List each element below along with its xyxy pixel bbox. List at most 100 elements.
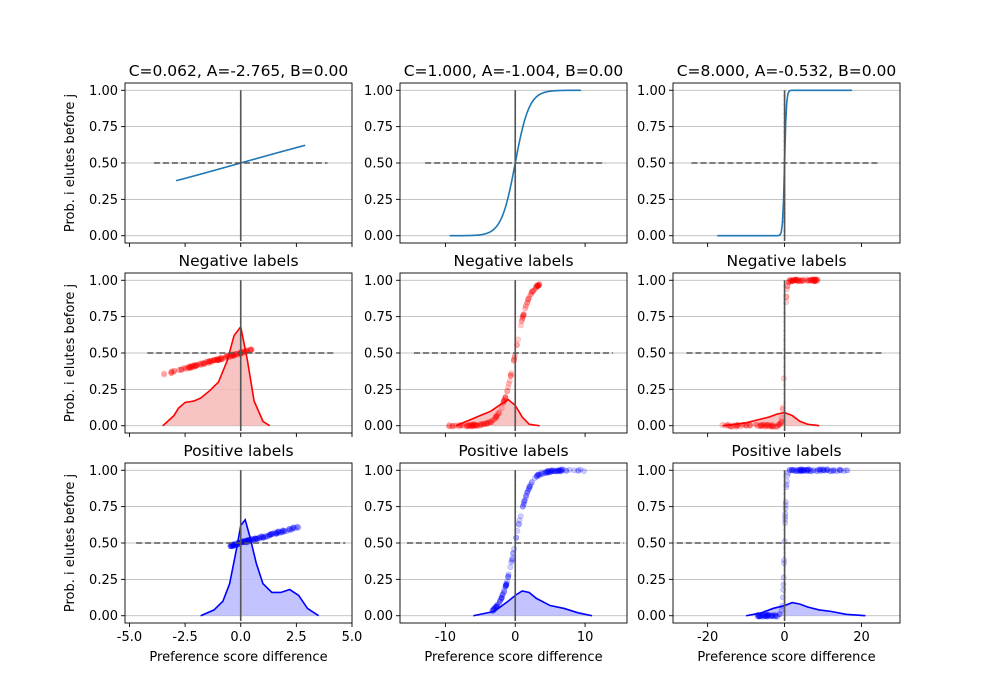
data-point (536, 282, 543, 289)
data-point (533, 472, 540, 479)
data-point (566, 466, 573, 473)
data-point (536, 281, 543, 288)
x-tick-label: -20 (697, 630, 718, 645)
y-tick-label: 0.25 (89, 193, 118, 208)
data-point (253, 535, 260, 542)
data-point (769, 422, 776, 428)
data-point (248, 346, 255, 353)
data-point (502, 583, 509, 590)
data-point (768, 613, 775, 620)
data-point (202, 359, 209, 366)
data-point (788, 278, 795, 284)
data-point (493, 414, 500, 421)
data-point (520, 312, 527, 318)
data-point (215, 356, 222, 363)
y-tick-label: 0.00 (637, 229, 666, 244)
plot-area (125, 89, 352, 243)
x-tick-label: -5.0 (117, 630, 142, 645)
data-point (542, 470, 549, 477)
data-point (805, 278, 811, 284)
data-point (450, 423, 456, 430)
y-tick-label: 0.75 (637, 310, 666, 325)
data-point (515, 336, 521, 343)
data-point (205, 358, 211, 365)
data-point (260, 534, 267, 541)
data-point (533, 473, 540, 480)
negative-kde-fill (162, 326, 270, 426)
data-point (205, 358, 211, 365)
data-point (772, 423, 779, 430)
data-point (837, 466, 844, 473)
data-point (161, 370, 167, 377)
y-tick-label: 0.75 (89, 500, 118, 515)
data-point (811, 278, 818, 285)
data-point (548, 468, 555, 475)
data-point (198, 360, 205, 367)
data-point (279, 527, 286, 534)
data-point (474, 421, 481, 428)
data-point (253, 535, 260, 542)
data-point (765, 422, 772, 428)
data-point (790, 277, 797, 283)
positive-points (227, 523, 302, 550)
data-point (786, 467, 793, 474)
data-point (518, 318, 525, 325)
data-point (507, 371, 514, 378)
data-point (519, 314, 526, 320)
data-point (476, 422, 483, 429)
negative-kde-line (722, 411, 820, 427)
data-point (529, 288, 536, 294)
data-point (788, 278, 795, 285)
data-point (528, 288, 535, 295)
data-point (524, 299, 531, 306)
data-point (507, 564, 514, 570)
data-point (792, 277, 799, 284)
data-point (170, 369, 177, 375)
data-point (830, 467, 836, 474)
data-point (472, 423, 479, 429)
x-tick-label: 20 (853, 630, 870, 645)
data-point (215, 356, 222, 363)
data-point (758, 613, 765, 620)
data-point (538, 469, 545, 476)
data-point (267, 531, 274, 538)
row-title: Negative labels (726, 252, 846, 270)
data-point (525, 296, 531, 303)
y-tick-label: 1.00 (637, 274, 666, 289)
data-point (267, 531, 274, 538)
data-point (769, 612, 775, 619)
data-point (231, 352, 238, 359)
data-point (178, 366, 185, 372)
data-point (189, 362, 196, 369)
y-tick-label: 0.50 (364, 347, 393, 362)
data-point (168, 368, 175, 375)
data-point (527, 481, 534, 488)
data-point (814, 276, 821, 283)
x-axis-label: Preference score difference (697, 650, 875, 665)
data-point (774, 423, 781, 430)
panel-r2-c3: 0.00 0.25 0.50 0.75 1.00 Negative labels (637, 252, 901, 437)
y-tick-label: 0.00 (364, 419, 393, 434)
data-point (279, 529, 286, 536)
y-tick-label: 0.50 (89, 157, 118, 172)
data-point (807, 468, 814, 475)
data-point (768, 613, 775, 619)
data-point (770, 423, 777, 430)
data-point (191, 361, 198, 368)
data-point (465, 421, 472, 428)
data-point (524, 489, 531, 496)
row-title: Positive labels (731, 442, 841, 460)
data-point (292, 525, 299, 532)
data-point (776, 421, 783, 428)
data-point (468, 422, 475, 429)
data-point (789, 278, 796, 284)
data-point (247, 346, 254, 353)
data-point (251, 536, 258, 543)
data-point (563, 467, 570, 474)
data-point (258, 533, 265, 540)
data-point (799, 278, 805, 284)
data-point (294, 524, 301, 531)
data-point (772, 613, 779, 620)
data-point (550, 467, 556, 473)
data-point (528, 478, 535, 485)
